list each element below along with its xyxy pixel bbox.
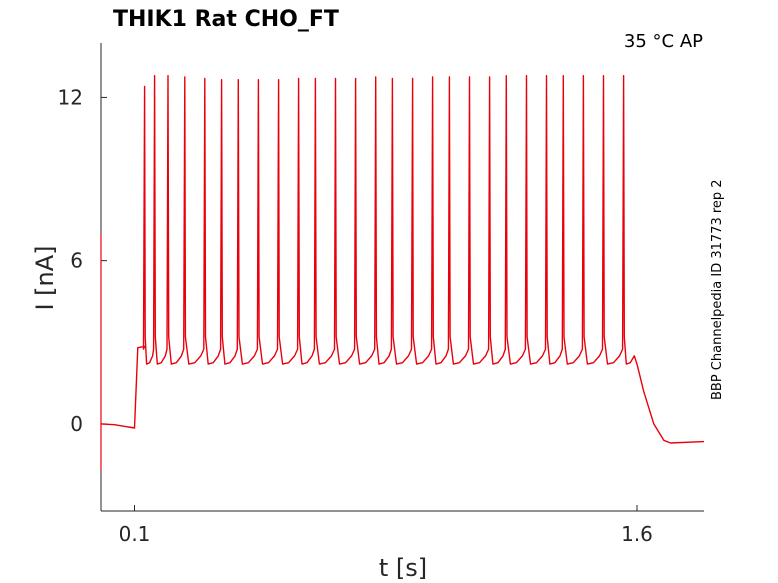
- chart-title: THIK1 Rat CHO_FT: [113, 7, 339, 32]
- x-tick-label: 0.1: [119, 522, 151, 546]
- plot-area: [100, 75, 705, 471]
- y-tick-label: 0: [70, 412, 83, 436]
- current-trace: [100, 75, 705, 444]
- x-tick-label: 1.6: [621, 522, 653, 546]
- axes: [100, 43, 704, 512]
- ticks: 0.1 1.6 0 6 12: [58, 85, 653, 546]
- x-axis-label: t [s]: [379, 554, 427, 582]
- y-tick-label: 12: [58, 85, 83, 109]
- y-axis-label: I [nA]: [31, 245, 59, 310]
- source-label: BBP Channelpedia ID 31773 rep 2: [710, 179, 725, 400]
- y-tick-label: 6: [70, 249, 83, 273]
- condition-label: 35 °C AP: [624, 31, 703, 52]
